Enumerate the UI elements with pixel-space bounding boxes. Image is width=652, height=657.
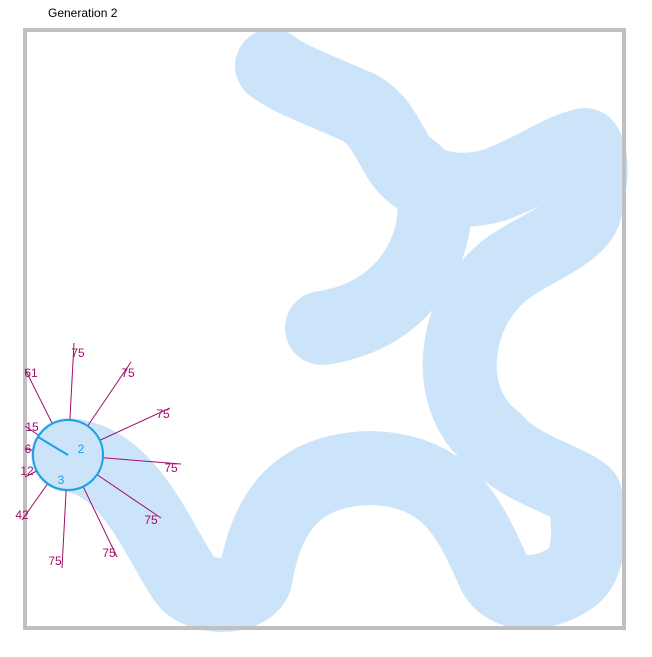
sensor-reading: 75 bbox=[144, 513, 158, 527]
sensor-reading: 15 bbox=[25, 420, 39, 434]
agent-label-a: 2 bbox=[78, 442, 85, 456]
agent-heading-indicator bbox=[37, 436, 69, 456]
sensor-reading: 75 bbox=[48, 554, 62, 568]
arena-border bbox=[23, 28, 626, 630]
agent: 2 3 bbox=[32, 419, 104, 491]
sensor-labels: 75 75 75 75 75 75 75 42 12 6 15 61 bbox=[15, 346, 178, 568]
sensor-reading: 42 bbox=[15, 508, 29, 522]
sensor-reading: 75 bbox=[102, 546, 116, 560]
sensor-reading: 61 bbox=[24, 366, 38, 380]
sensor-reading: 6 bbox=[25, 442, 32, 456]
agent-label-b: 3 bbox=[58, 473, 65, 487]
track-spur bbox=[285, 128, 472, 365]
generation-label: Generation 2 bbox=[48, 6, 118, 20]
sensor-reading: 75 bbox=[164, 461, 178, 475]
sensor-reading: 75 bbox=[156, 407, 170, 421]
sensor-reading: 12 bbox=[20, 464, 34, 478]
sensor-reading: 75 bbox=[71, 346, 85, 360]
sensor-reading: 75 bbox=[121, 366, 135, 380]
